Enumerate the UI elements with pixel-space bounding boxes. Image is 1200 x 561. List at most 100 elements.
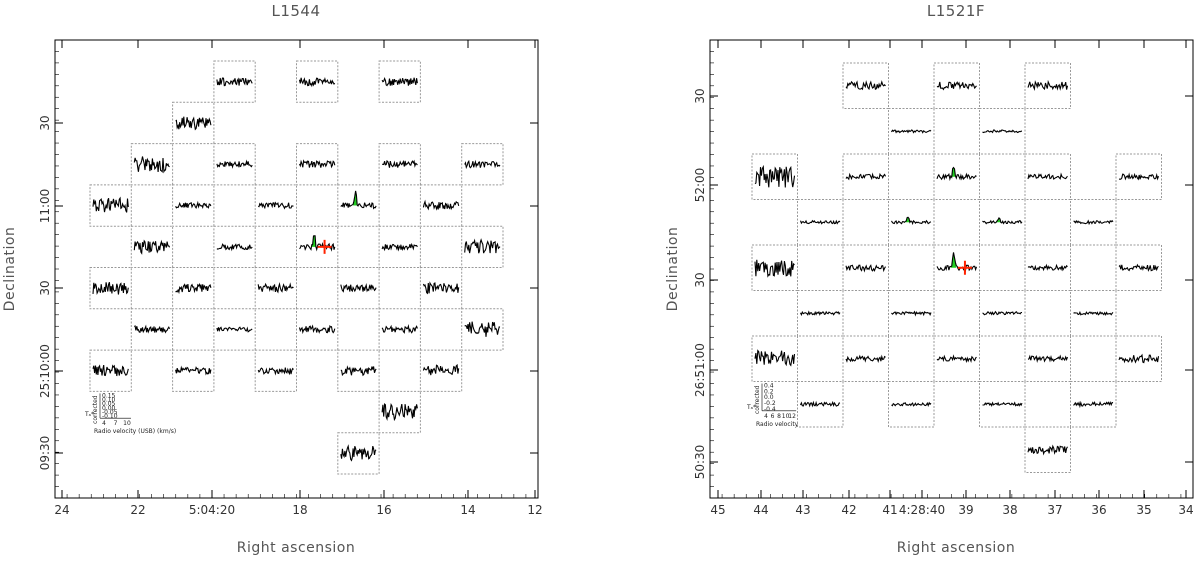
y-axis-title: Declination [2,227,18,312]
cell-border [1115,244,1162,291]
spectrum-cell [751,153,798,200]
spectrum-trace [422,363,460,376]
inset-x-tick: 6 [771,413,775,420]
spectrum-trace [257,282,294,294]
spectrum-trace [133,156,170,174]
x-tick-label: 24 [54,503,69,517]
spectrum-trace [175,200,212,210]
inset-y-tick: 0.05 [102,401,116,408]
spectrum-cell [1024,335,1071,382]
spectrum-cell [172,101,215,145]
spectrum-trace [845,264,886,273]
inset-x-tick: 4 [102,420,106,427]
x-tick-label: 45 [710,503,725,517]
inset-x-label: Radio velocity (USB) (km/s) [94,428,176,435]
spectrum-trace [936,81,977,91]
spectrum-trace [1118,263,1159,272]
spectrum-cell [797,199,844,246]
spectrum-cell [213,225,256,268]
x-tick-label: 43 [795,503,810,517]
spectrum-cell [842,244,889,291]
spectra-grid: 0.150.100.050.00-0.05-0.104 7 10 correctedT… [84,60,504,475]
spectrum-cell [130,143,174,186]
inset-y-tick: -0.4 [764,406,776,413]
spectrum-trace [982,401,1023,408]
axis-ticks: 24 22 5:04:20 18 16 14 12 30 11:00 30 25:10:00 09:3… [38,39,543,517]
spectrum-trace [340,190,377,210]
spectrum-trace [845,172,886,181]
spectrum-cell [461,143,504,186]
inset-y-tick: 0.0 [764,394,774,401]
spectrum-trace [845,80,886,91]
spectrum-trace [175,116,212,131]
spectrum-trace [845,354,886,363]
x-tick-label: 12 [527,503,542,517]
inset-y-tick: 0.10 [102,397,116,404]
spectrum-cell [1115,244,1162,291]
spectrum-cell [378,390,421,434]
x-tick-label: 42 [841,503,856,517]
inset-x-tick: 12 [788,413,796,420]
spectrum-cell [378,143,421,186]
y-tick-label: 30 [38,280,52,295]
spectrum-cell [378,60,421,103]
spectrum-cell [888,108,935,155]
spectrum-trace [92,281,129,295]
spectrum-trace [175,282,212,295]
spectrum-cell [172,267,215,310]
spectrum-cell [979,199,1026,246]
spectrum-cell [1070,199,1117,246]
spectrum-cell [172,184,215,227]
x-tick-label: 37 [1047,503,1062,517]
inset-x-label: Radio velocity (USB) (km/s) [756,421,838,428]
spectrum-cell [130,308,174,351]
spectrum-trace [936,166,977,182]
spectrum-cell [888,381,935,428]
spectrum-cell [1115,335,1162,382]
inset-y-tick: 0.15 [102,392,116,399]
x-tick-label: 36 [1091,503,1106,517]
spectrum-cell [254,349,297,392]
spectrum-trace [982,129,1022,134]
spectrum-cell [296,308,339,351]
inset-x-tick: 8 [777,413,781,420]
spectrum-trace [891,129,932,134]
inset-y-tick: -0.2 [764,400,776,407]
spectrum-cell [89,184,132,227]
inset-t-label: Tₐ* [746,404,756,411]
inset-y-tick: 0.2 [764,388,774,395]
spectrum-cell [89,267,132,310]
y-tick-label: 30 [693,272,707,287]
x-tick-label: 39 [958,503,973,517]
spectrum-cell [172,349,215,392]
y-tick-label: 11:00 [38,189,52,224]
spectrum-trace [1027,444,1068,456]
y-tick-label: 09:30 [38,436,52,471]
spectrum-cell [933,153,980,200]
spectrum-trace [891,401,932,408]
spectrum-trace [175,365,212,376]
spectrum-cell [419,349,463,392]
spectrum-trace [382,159,418,168]
x-axis-title: Right ascension [237,540,356,556]
spectrum-trace [216,326,253,333]
inset-y-tick: 0.4 [764,383,774,390]
spectrum-trace [1027,172,1068,180]
spectrum-trace [891,310,932,317]
inset-x-tick: 10 [123,420,131,427]
spectrum-cell [213,143,256,186]
spectrum-cell [979,108,1026,155]
spectrum-cell [933,62,980,109]
spectrum-cell [337,349,380,392]
y-axis-title: Declination [665,227,681,312]
spectrum-trace [936,354,977,364]
spectrum-trace [340,444,377,462]
inset-t-label: Tₐ* [84,411,94,418]
spectrum-cell [254,267,297,310]
spectrum-trace [92,196,129,213]
panel-title: L1521F [927,2,985,20]
spectrum-cell [254,184,297,227]
